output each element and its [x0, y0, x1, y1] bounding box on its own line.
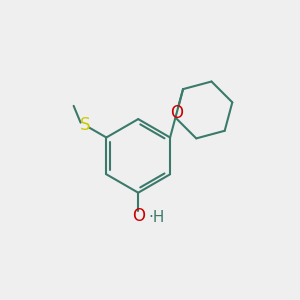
Text: S: S: [80, 116, 90, 134]
Text: ·H: ·H: [148, 210, 165, 225]
Text: O: O: [132, 207, 145, 225]
Text: O: O: [170, 104, 183, 122]
